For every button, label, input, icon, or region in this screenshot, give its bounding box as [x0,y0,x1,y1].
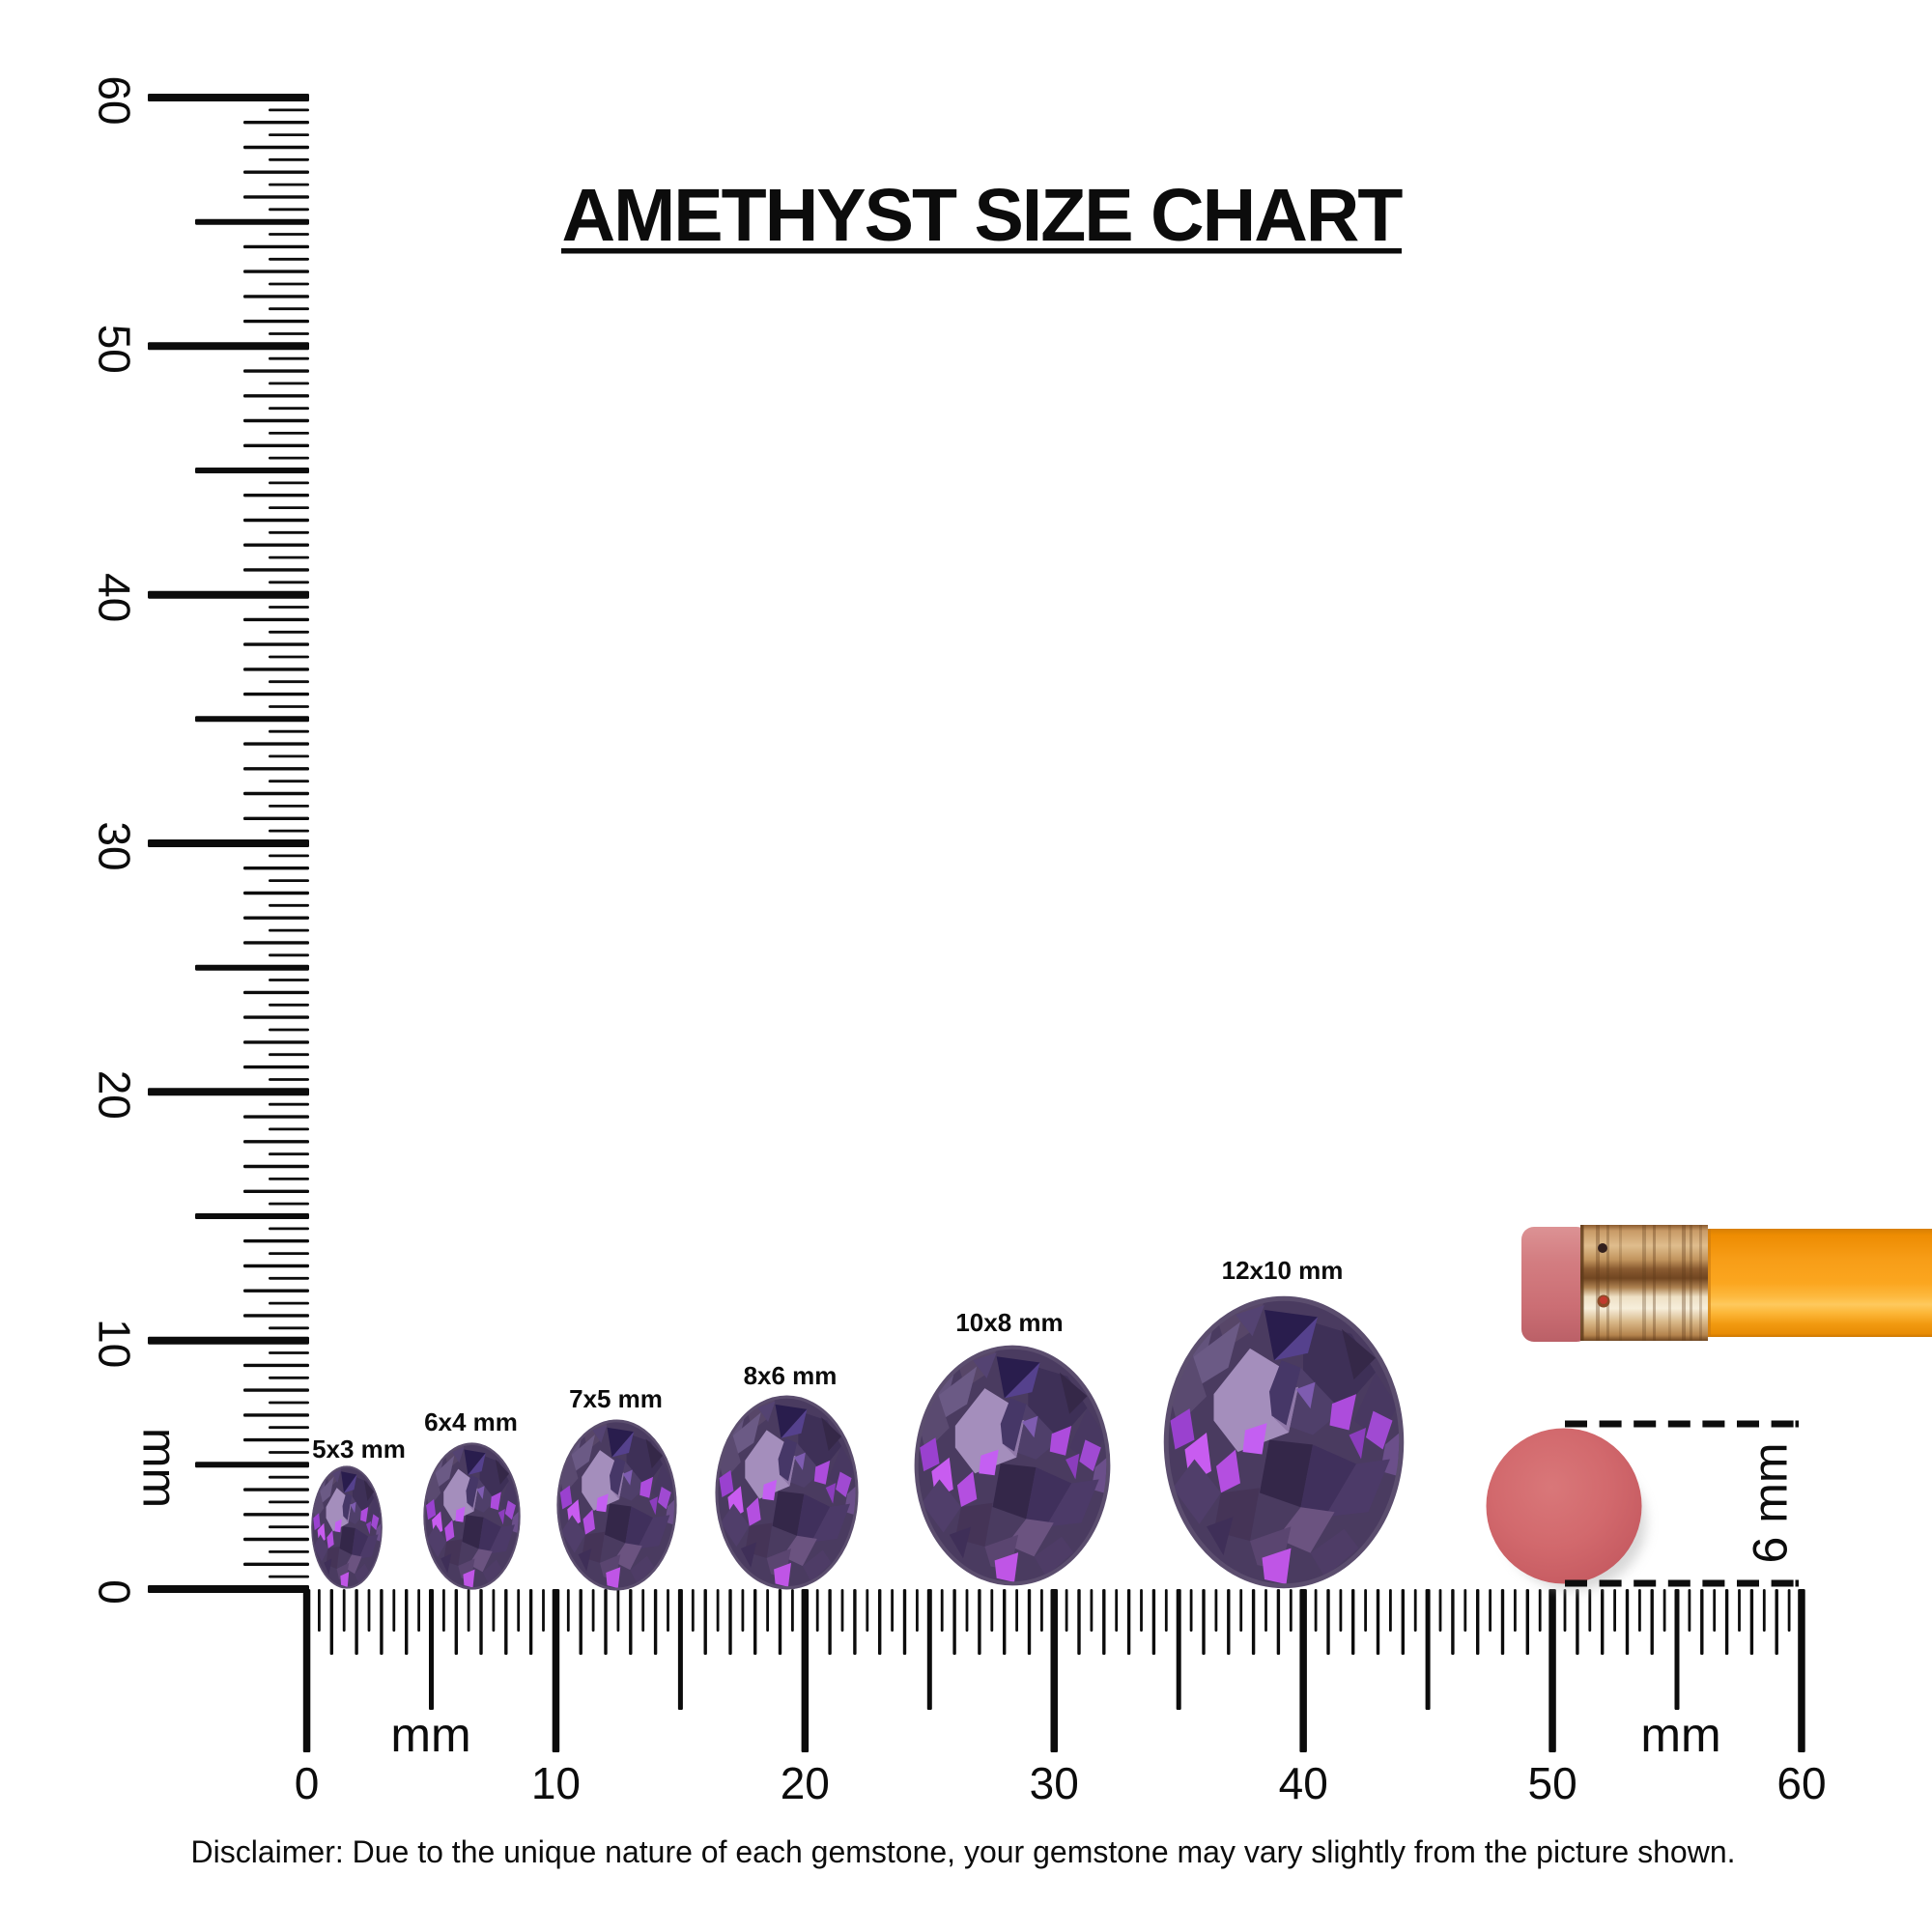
svg-text:30: 30 [1030,1758,1079,1808]
svg-text:6x4 mm: 6x4 mm [424,1407,518,1436]
svg-text:mm: mm [1640,1708,1720,1762]
svg-text:8x6 mm: 8x6 mm [744,1361,838,1390]
svg-text:60: 60 [90,75,140,125]
svg-text:7x5 mm: 7x5 mm [569,1384,663,1413]
svg-text:6 mm: 6 mm [1744,1443,1798,1564]
svg-text:Disclaimer: Due to the unique: Disclaimer: Due to the unique nature of … [191,1834,1736,1869]
svg-text:20: 20 [90,1070,140,1120]
svg-text:40: 40 [1279,1758,1328,1808]
svg-text:40: 40 [90,573,140,622]
svg-text:50: 50 [90,325,140,374]
svg-text:60: 60 [1776,1758,1826,1808]
svg-text:mm: mm [133,1428,187,1508]
svg-text:12x10 mm: 12x10 mm [1222,1256,1344,1285]
svg-text:50: 50 [1528,1758,1577,1808]
svg-text:10x8 mm: 10x8 mm [955,1308,1063,1337]
svg-text:30: 30 [90,821,140,870]
svg-text:10: 10 [531,1758,581,1808]
svg-text:AMETHYST SIZE CHART: AMETHYST SIZE CHART [562,174,1404,257]
svg-text:20: 20 [781,1758,830,1808]
svg-text:5x3 mm: 5x3 mm [312,1435,406,1463]
svg-text:10: 10 [90,1319,140,1368]
svg-text:0: 0 [90,1579,140,1605]
svg-text:0: 0 [295,1758,320,1808]
svg-text:mm: mm [390,1708,470,1762]
